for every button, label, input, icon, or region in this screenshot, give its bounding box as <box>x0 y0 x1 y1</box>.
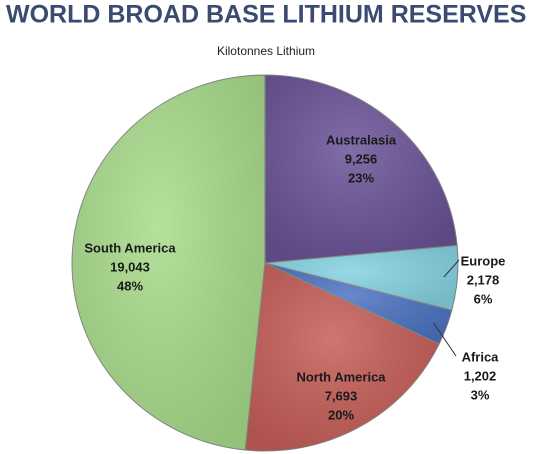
data-label-name: Australasia <box>326 132 397 147</box>
data-label-value: 9,256 <box>345 151 378 166</box>
data-label-name: Europe <box>461 253 506 268</box>
data-label-percent: 23% <box>348 170 374 185</box>
chart-subtitle: Kilotonnes Lithium <box>217 44 315 58</box>
data-label-value: 19,043 <box>110 259 150 274</box>
data-label-percent: 48% <box>117 278 143 293</box>
data-label-percent: 3% <box>471 387 490 402</box>
data-label-name: North America <box>296 369 386 384</box>
data-label-value: 1,202 <box>464 368 497 383</box>
data-label-value: 2,178 <box>467 272 500 287</box>
pie-slice <box>264 74 458 264</box>
data-label-name: Africa <box>462 349 500 364</box>
data-label-name: South America <box>84 240 176 255</box>
data-label-percent: 20% <box>328 407 354 422</box>
data-label-value: 7,693 <box>325 388 358 403</box>
data-label-percent: 6% <box>474 291 493 306</box>
chart-title: WORLD BROAD BASE LITHIUM RESERVES <box>6 1 526 29</box>
pie-slice <box>71 74 266 451</box>
